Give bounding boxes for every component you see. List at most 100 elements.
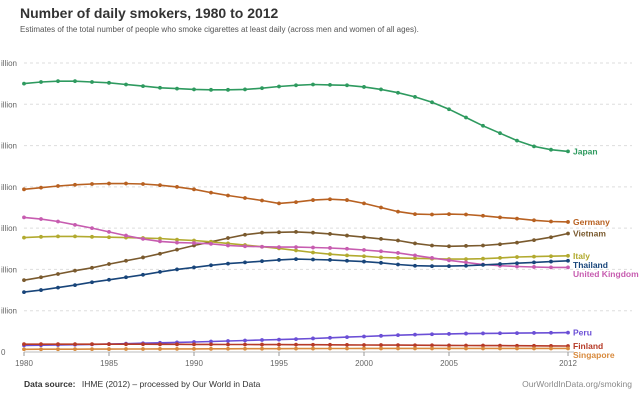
data-point[interactable] <box>209 342 213 347</box>
data-point[interactable] <box>56 234 60 239</box>
data-point[interactable] <box>294 257 298 262</box>
data-point[interactable] <box>464 243 468 248</box>
data-point[interactable] <box>532 265 536 269</box>
data-point[interactable] <box>328 82 332 87</box>
data-point[interactable] <box>39 80 43 84</box>
data-point[interactable] <box>22 342 26 347</box>
data-point[interactable] <box>549 265 553 270</box>
data-point[interactable] <box>311 82 315 87</box>
data-point[interactable] <box>481 256 485 261</box>
data-point[interactable] <box>226 342 230 347</box>
data-point[interactable] <box>209 346 213 351</box>
data-point[interactable] <box>481 123 485 128</box>
data-point[interactable] <box>107 277 111 282</box>
data-point[interactable] <box>447 258 451 263</box>
data-point[interactable] <box>379 236 383 241</box>
data-point[interactable] <box>226 261 230 266</box>
data-point[interactable] <box>294 245 298 250</box>
data-point[interactable] <box>532 218 536 223</box>
data-point[interactable] <box>328 346 332 351</box>
data-point[interactable] <box>515 261 519 266</box>
data-point[interactable] <box>56 342 60 347</box>
data-point[interactable] <box>124 233 128 238</box>
data-point[interactable] <box>413 253 417 258</box>
data-point[interactable] <box>345 335 349 340</box>
data-point[interactable] <box>549 330 553 335</box>
data-point[interactable] <box>73 347 77 352</box>
data-point[interactable] <box>311 198 315 202</box>
data-point[interactable] <box>277 342 281 347</box>
data-point[interactable] <box>481 346 485 351</box>
data-point[interactable] <box>464 115 468 120</box>
data-point[interactable] <box>107 229 111 234</box>
data-point[interactable] <box>141 255 145 260</box>
data-point[interactable] <box>464 257 468 262</box>
data-point[interactable] <box>498 131 502 136</box>
data-point[interactable] <box>226 87 230 92</box>
data-point[interactable] <box>192 241 196 245</box>
data-point[interactable] <box>209 241 213 246</box>
data-point[interactable] <box>141 342 145 347</box>
data-point[interactable] <box>345 346 349 351</box>
data-point[interactable] <box>430 243 434 248</box>
data-point[interactable] <box>311 230 315 235</box>
data-point[interactable] <box>566 149 570 154</box>
data-point[interactable] <box>345 342 349 347</box>
data-point[interactable] <box>430 343 434 348</box>
data-point[interactable] <box>56 184 60 188</box>
data-point[interactable] <box>430 346 434 351</box>
data-point[interactable] <box>362 85 366 89</box>
data-point[interactable] <box>566 220 570 224</box>
data-point[interactable] <box>413 343 417 348</box>
data-point[interactable] <box>226 346 230 351</box>
data-point[interactable] <box>515 138 519 143</box>
data-point[interactable] <box>175 184 179 189</box>
data-point[interactable] <box>158 342 162 347</box>
data-point[interactable] <box>90 347 94 352</box>
data-point[interactable] <box>362 259 366 264</box>
data-point[interactable] <box>192 265 196 270</box>
data-point[interactable] <box>124 82 128 87</box>
data-point[interactable] <box>481 262 485 267</box>
data-point[interactable] <box>362 201 366 206</box>
data-point[interactable] <box>566 265 570 270</box>
data-point[interactable] <box>90 182 94 186</box>
data-point[interactable] <box>294 337 298 342</box>
data-point[interactable] <box>413 332 417 337</box>
data-point[interactable] <box>226 339 230 343</box>
data-point[interactable] <box>532 238 536 243</box>
data-point[interactable] <box>464 343 468 348</box>
data-point[interactable] <box>260 342 264 347</box>
data-point[interactable] <box>413 94 417 99</box>
data-point[interactable] <box>345 258 349 263</box>
data-point[interactable] <box>515 216 519 221</box>
data-point[interactable] <box>260 346 264 351</box>
data-point[interactable] <box>158 251 162 256</box>
data-point[interactable] <box>396 255 400 260</box>
data-point[interactable] <box>158 239 162 244</box>
data-point[interactable] <box>124 342 128 347</box>
data-point[interactable] <box>294 342 298 347</box>
credit-link[interactable]: OurWorldInData.org/smoking <box>522 379 632 389</box>
data-point[interactable] <box>277 245 281 250</box>
data-point[interactable] <box>430 100 434 105</box>
data-point[interactable] <box>430 264 434 269</box>
data-point[interactable] <box>209 87 213 92</box>
data-point[interactable] <box>430 332 434 337</box>
data-point[interactable] <box>328 342 332 347</box>
data-point[interactable] <box>396 262 400 267</box>
data-point[interactable] <box>532 331 536 335</box>
data-point[interactable] <box>22 290 26 295</box>
data-point[interactable] <box>413 212 417 217</box>
data-point[interactable] <box>532 260 536 265</box>
data-point[interactable] <box>107 235 111 240</box>
data-point[interactable] <box>447 346 451 351</box>
data-point[interactable] <box>532 144 536 149</box>
data-point[interactable] <box>22 278 26 283</box>
data-point[interactable] <box>107 342 111 347</box>
data-point[interactable] <box>56 347 60 352</box>
data-point[interactable] <box>379 255 383 260</box>
data-point[interactable] <box>73 268 77 273</box>
data-point[interactable] <box>328 335 332 340</box>
data-point[interactable] <box>260 338 264 342</box>
